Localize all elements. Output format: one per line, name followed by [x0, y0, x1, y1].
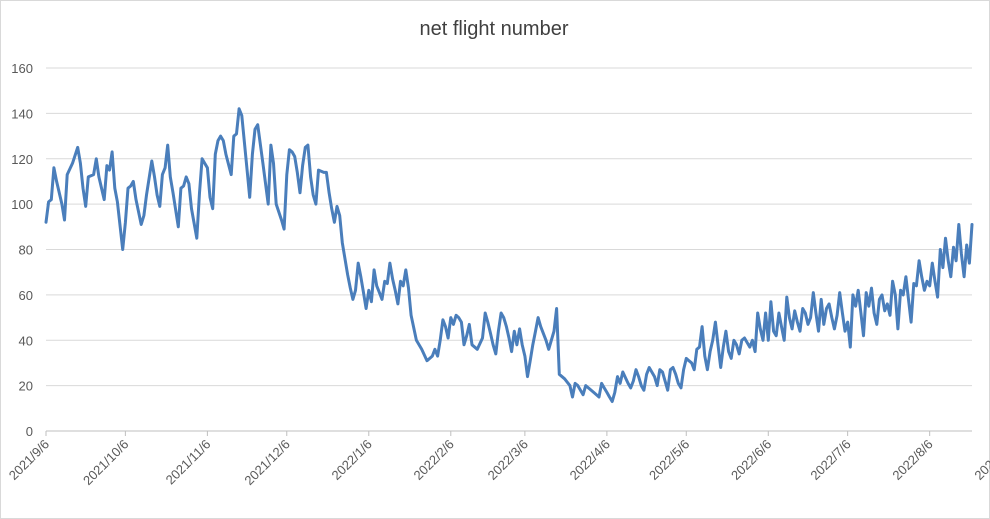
- x-tick-label: 2022/4/6: [567, 437, 613, 483]
- y-tick-label: 0: [26, 424, 33, 439]
- x-tick-label: 2021/10/6: [80, 437, 132, 489]
- gridlines: [46, 67, 972, 432]
- series-group: [44, 107, 974, 403]
- y-tick-label: 120: [11, 152, 33, 167]
- series-line: [44, 107, 974, 403]
- y-tick-label: 20: [19, 379, 33, 394]
- x-tick-label: 2021/11/6: [163, 437, 214, 488]
- x-tick-label: 2021/12/6: [241, 437, 293, 489]
- y-axis-ticks: 0 20 40 60 80 100 120 140 160: [11, 61, 33, 439]
- y-tick-label: 140: [11, 106, 33, 121]
- y-tick-label: 40: [19, 333, 33, 348]
- y-tick-label: 160: [11, 61, 33, 76]
- x-tick-label: 2022/3/6: [485, 437, 531, 483]
- y-tick-label: 80: [19, 243, 33, 258]
- x-tick-label: 2022/6/6: [728, 437, 774, 483]
- x-tick-label: 2022/8/6: [889, 437, 935, 483]
- x-tick-label: 2022/1/6: [329, 437, 375, 483]
- x-tick-label: 2022/2/6: [411, 437, 457, 483]
- x-tick-label: 2022/5/6: [646, 437, 692, 483]
- x-tick-label: 2022/9/6: [971, 437, 990, 483]
- y-tick-label: 100: [11, 197, 33, 212]
- x-axis: 2021/9/6 2021/10/6 2021/11/6 2021/12/6 2022/…: [6, 431, 990, 488]
- chart-title: net flight number: [419, 18, 569, 40]
- y-tick-label: 60: [19, 288, 33, 303]
- x-tick-label: 2022/7/6: [807, 437, 853, 483]
- x-tick-label: 2021/9/6: [6, 437, 52, 483]
